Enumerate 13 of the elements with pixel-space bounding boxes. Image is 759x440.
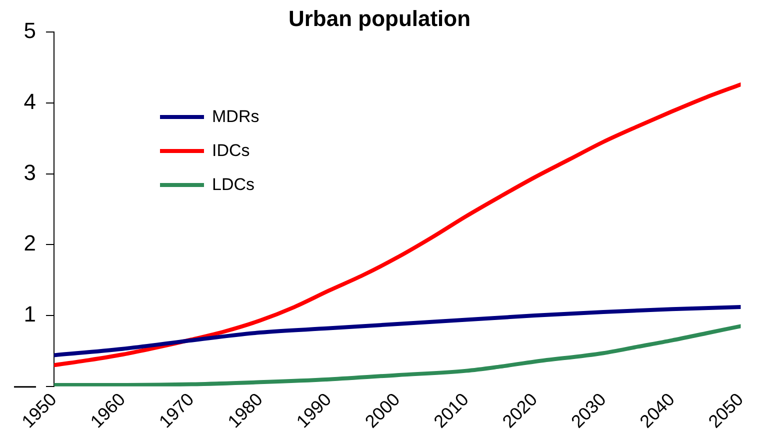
y-tick-label: — xyxy=(14,372,36,398)
y-tick-label: 2 xyxy=(24,230,36,256)
legend-label: IDCs xyxy=(212,141,250,161)
y-tick-label: 4 xyxy=(24,88,36,114)
line-series xyxy=(54,82,741,368)
legend-label: LDCs xyxy=(212,175,255,195)
line-series xyxy=(54,305,741,358)
chart-title: Urban population xyxy=(288,6,471,31)
legend-label: MDRs xyxy=(212,107,260,127)
line-series xyxy=(54,324,741,386)
y-tick-label: 5 xyxy=(24,18,36,44)
y-tick-label: 1 xyxy=(24,302,36,327)
y-tick-label: 3 xyxy=(24,160,36,185)
